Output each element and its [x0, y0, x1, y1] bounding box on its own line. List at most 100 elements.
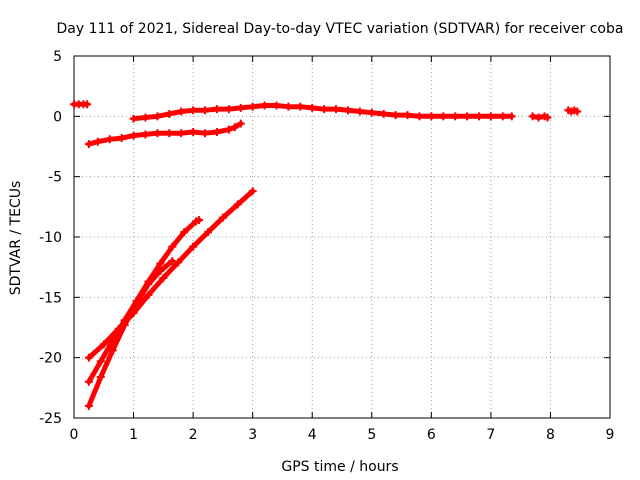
- data-point: [132, 299, 141, 308]
- axis-ticks: 0 1 2 3 4 5 6 7 8 9 -25 -20 -15 -10 -5 0 5: [39, 49, 614, 443]
- data-point: [415, 112, 424, 121]
- data-point: [153, 112, 162, 121]
- y-tick-label: -10: [39, 230, 62, 246]
- data-point: [224, 105, 233, 114]
- data-point: [141, 113, 150, 122]
- data-point: [129, 131, 138, 140]
- y-tick-label: -5: [48, 170, 62, 186]
- data-point: [248, 102, 257, 111]
- data-point: [144, 280, 153, 289]
- data-point: [236, 103, 245, 112]
- data-point: [212, 128, 221, 137]
- x-axis-label: GPS time / hours: [281, 459, 398, 475]
- data-point: [96, 357, 105, 366]
- data-point: [201, 129, 210, 138]
- x-tick-label: 5: [367, 427, 376, 443]
- data-point: [168, 257, 177, 266]
- y-axis-label: SDTVAR / TECUs: [8, 181, 24, 296]
- data-point: [343, 106, 352, 115]
- data-point: [320, 105, 329, 114]
- data-point: [99, 340, 108, 349]
- y-tick-label: -15: [39, 290, 62, 306]
- data-point: [233, 200, 242, 209]
- data-point: [543, 113, 552, 122]
- series-line-segment-f: [86, 188, 256, 361]
- data-point: [189, 106, 198, 115]
- data-point: [308, 103, 317, 112]
- data-point: [144, 290, 153, 299]
- grid-lines: [74, 56, 610, 418]
- data-point: [168, 242, 177, 251]
- data-point: [379, 109, 388, 118]
- series-line-segment-b: [86, 121, 244, 147]
- data-point: [120, 321, 129, 330]
- data-point: [224, 125, 233, 134]
- data-point: [84, 353, 93, 362]
- x-tick-label: 1: [129, 427, 138, 443]
- x-tick-label: 9: [606, 427, 615, 443]
- data-point: [108, 346, 117, 355]
- plot-frame: [73, 55, 611, 419]
- data-point: [439, 112, 448, 121]
- data-point: [427, 112, 436, 121]
- data-point: [212, 105, 221, 114]
- data-point: [96, 372, 105, 381]
- data-point: [159, 274, 168, 283]
- data-point: [180, 228, 189, 237]
- data-point: [355, 107, 364, 116]
- data-point: [248, 187, 257, 196]
- x-tick-label: 0: [70, 427, 79, 443]
- data-point: [528, 112, 537, 121]
- data-point: [165, 109, 174, 118]
- data-point: [174, 258, 183, 267]
- y-tick-label: 0: [53, 109, 62, 125]
- data-marks: [70, 100, 582, 410]
- series-line-segment-h: [86, 258, 175, 409]
- data-point: [272, 101, 281, 110]
- x-tick-label: 2: [189, 427, 198, 443]
- data-point: [153, 129, 162, 138]
- data-point: [534, 113, 543, 122]
- y-tick-label: 5: [53, 49, 62, 65]
- data-point: [84, 140, 93, 149]
- data-point: [573, 107, 582, 116]
- y-tick-label: -25: [39, 411, 62, 427]
- x-tick-label: 8: [546, 427, 555, 443]
- x-tick-label: 7: [486, 427, 495, 443]
- data-point: [204, 228, 212, 237]
- data-point: [156, 266, 165, 275]
- data-point: [230, 123, 239, 132]
- data-point: [260, 101, 269, 110]
- data-point: [93, 137, 102, 146]
- data-point: [236, 119, 245, 128]
- data-point: [84, 377, 93, 386]
- data-point: [83, 100, 92, 109]
- data-point: [507, 112, 516, 121]
- data-point: [367, 108, 376, 117]
- y-tick-label: -20: [39, 351, 62, 367]
- data-point: [403, 111, 412, 120]
- data-point: [117, 134, 126, 143]
- data-point: [486, 112, 495, 121]
- data-point: [189, 128, 198, 137]
- data-point: [189, 242, 198, 251]
- data-point: [156, 259, 165, 268]
- x-tick-label: 6: [427, 427, 436, 443]
- data-point: [129, 114, 138, 123]
- data-point: [105, 135, 114, 144]
- x-tick-label: 3: [248, 427, 257, 443]
- data-point: [296, 102, 305, 111]
- x-tick-label: 4: [308, 427, 317, 443]
- data-point: [84, 401, 93, 410]
- data-point: [451, 112, 460, 121]
- data-point: [177, 107, 186, 116]
- chart-title: Day 111 of 2021, Sidereal Day-to-day VTE…: [57, 21, 624, 37]
- data-point: [391, 111, 400, 120]
- data-point: [284, 102, 293, 111]
- data-point: [165, 129, 174, 138]
- data-point: [463, 112, 472, 121]
- data-point: [332, 105, 341, 114]
- data-point: [141, 130, 150, 139]
- data-point: [498, 112, 507, 121]
